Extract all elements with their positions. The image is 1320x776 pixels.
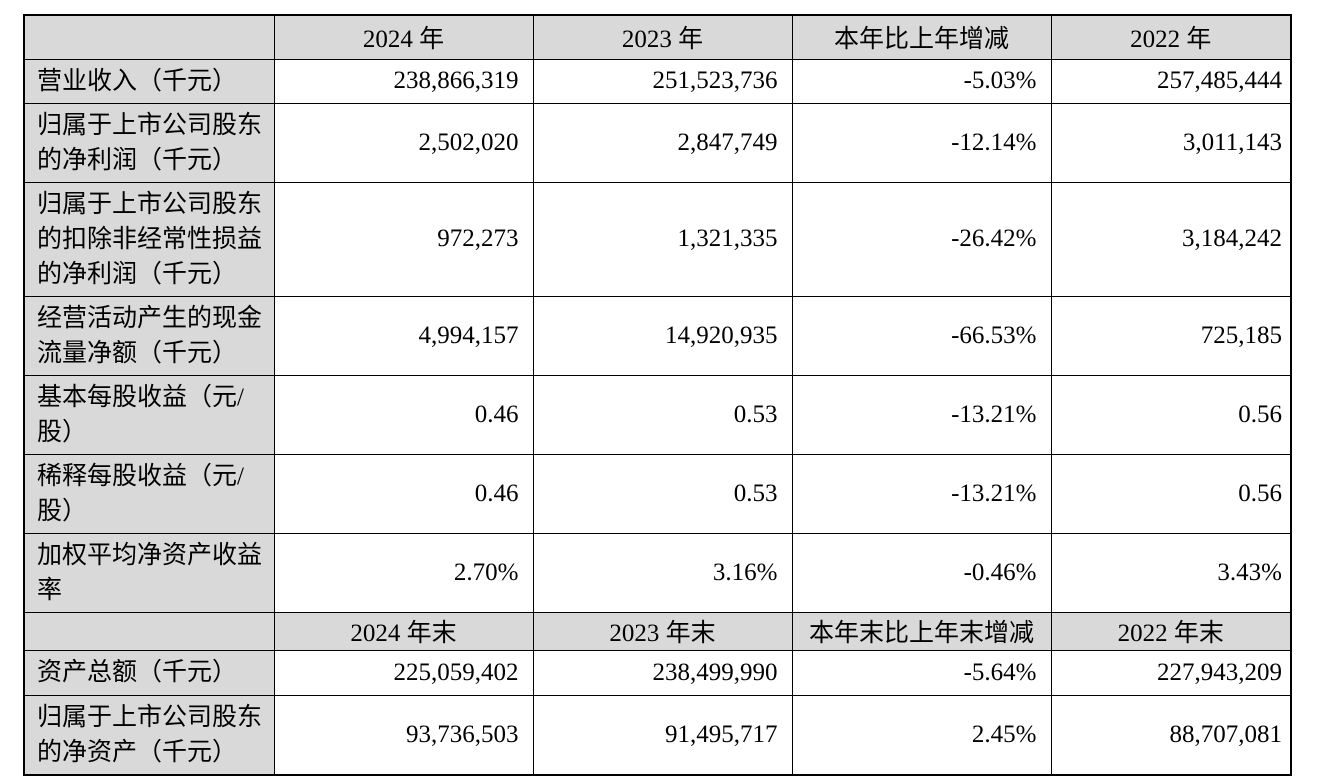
- value-cell: 14,920,935: [532, 295, 793, 376]
- table-row-diluted-eps: 稀释每股收益（元/ 股） 0.46 0.53 -13.21% 0.56: [23, 453, 1292, 534]
- value-cell: 251,523,736: [532, 58, 793, 104]
- value-cell: 238,499,990: [532, 649, 793, 696]
- value-cell: 93,736,503: [273, 694, 534, 775]
- row-label: 基本每股收益（元/ 股）: [23, 374, 275, 455]
- value-cell: 2.70%: [273, 532, 534, 613]
- column-header-year-end-change: 本年末比上年末增减: [791, 611, 1052, 651]
- row-label: 归属于上市公司股东 的净利润（千元）: [23, 102, 275, 183]
- table-row-operating-revenue: 营业收入（千元） 238,866,319 251,523,736 -5.03% …: [23, 58, 1292, 104]
- row-label: 稀释每股收益（元/ 股）: [23, 453, 275, 534]
- row-label: 营业收入（千元）: [23, 58, 275, 104]
- value-cell: -0.46%: [791, 532, 1052, 613]
- row-label: 归属于上市公司股东 的扣除非经常性损益 的净利润（千元）: [23, 181, 275, 297]
- table-row-net-profit-attributable: 归属于上市公司股东 的净利润（千元） 2,502,020 2,847,749 -…: [23, 102, 1292, 183]
- value-cell: -12.14%: [791, 102, 1052, 183]
- value-cell: 0.46: [273, 374, 534, 455]
- table-row-weighted-avg-roe: 加权平均净资产收益 率 2.70% 3.16% -0.46% 3.43%: [23, 532, 1292, 613]
- row-label: 归属于上市公司股东 的净资产（千元）: [23, 694, 275, 775]
- column-header-2024-end: 2024 年末: [273, 611, 534, 651]
- value-cell: 88,707,081: [1050, 694, 1292, 775]
- value-cell: 0.56: [1050, 453, 1292, 534]
- value-cell: 238,866,319: [273, 58, 534, 104]
- value-cell: 227,943,209: [1050, 649, 1292, 696]
- table-row-net-profit-excl-nonrecurring: 归属于上市公司股东 的扣除非经常性损益 的净利润（千元） 972,273 1,3…: [23, 181, 1292, 297]
- column-header-2022-end: 2022 年末: [1050, 611, 1292, 651]
- value-cell: 0.46: [273, 453, 534, 534]
- value-cell: 257,485,444: [1050, 58, 1292, 104]
- column-header-2023-end: 2023 年末: [532, 611, 793, 651]
- value-cell: 0.53: [532, 453, 793, 534]
- row-label: 资产总额（千元）: [23, 649, 275, 696]
- value-cell: 1,321,335: [532, 181, 793, 297]
- value-cell: 0.53: [532, 374, 793, 455]
- value-cell: 2.45%: [791, 694, 1052, 775]
- value-cell: 4,994,157: [273, 295, 534, 376]
- table-header-row-annual: 2024 年 2023 年 本年比上年增减 2022 年: [23, 14, 1292, 60]
- value-cell: -5.03%: [791, 58, 1052, 104]
- value-cell: -13.21%: [791, 453, 1052, 534]
- financial-summary: 2024 年 2023 年 本年比上年增减 2022 年 营业收入（千元） 23…: [23, 14, 1292, 776]
- table-row-operating-cash-flow: 经营活动产生的现金 流量净额（千元） 4,994,157 14,920,935 …: [23, 295, 1292, 376]
- value-cell: 2,847,749: [532, 102, 793, 183]
- value-cell: 91,495,717: [532, 694, 793, 775]
- value-cell: -66.53%: [791, 295, 1052, 376]
- value-cell: 225,059,402: [273, 649, 534, 696]
- table-header-row-year-end: 2024 年末 2023 年末 本年末比上年末增减 2022 年末: [23, 611, 1292, 651]
- value-cell: 0.56: [1050, 374, 1292, 455]
- value-cell: 3.43%: [1050, 532, 1292, 613]
- header-cell-empty: [23, 611, 275, 651]
- header-cell-empty: [23, 14, 275, 60]
- column-header-2024: 2024 年: [273, 14, 534, 60]
- financial-summary-table: 2024 年 2023 年 本年比上年增减 2022 年 营业收入（千元） 23…: [23, 14, 1292, 776]
- table-row-total-assets: 资产总额（千元） 225,059,402 238,499,990 -5.64% …: [23, 649, 1292, 696]
- value-cell: 972,273: [273, 181, 534, 297]
- value-cell: 3,011,143: [1050, 102, 1292, 183]
- table-row-basic-eps: 基本每股收益（元/ 股） 0.46 0.53 -13.21% 0.56: [23, 374, 1292, 455]
- value-cell: -26.42%: [791, 181, 1052, 297]
- value-cell: 2,502,020: [273, 102, 534, 183]
- column-header-yoy-change: 本年比上年增减: [791, 14, 1052, 60]
- value-cell: -5.64%: [791, 649, 1052, 696]
- value-cell: 3,184,242: [1050, 181, 1292, 297]
- row-label: 加权平均净资产收益 率: [23, 532, 275, 613]
- table-row-net-assets-attributable: 归属于上市公司股东 的净资产（千元） 93,736,503 91,495,717…: [23, 694, 1292, 775]
- row-label: 经营活动产生的现金 流量净额（千元）: [23, 295, 275, 376]
- column-header-2023: 2023 年: [532, 14, 793, 60]
- value-cell: 3.16%: [532, 532, 793, 613]
- value-cell: 725,185: [1050, 295, 1292, 376]
- value-cell: -13.21%: [791, 374, 1052, 455]
- column-header-2022: 2022 年: [1050, 14, 1292, 60]
